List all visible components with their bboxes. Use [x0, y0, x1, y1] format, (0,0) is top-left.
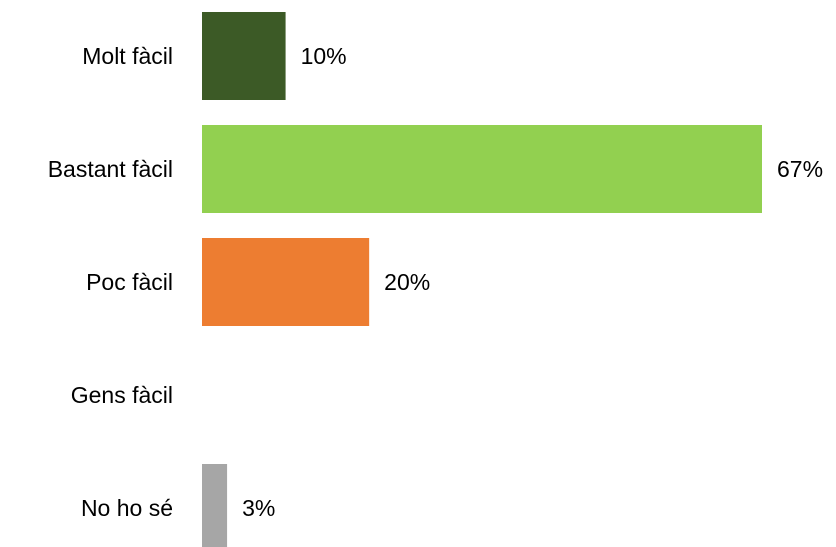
value-label-no-ho-se: 3%: [242, 495, 275, 521]
value-label-molt-facil: 10%: [301, 43, 347, 69]
category-label-poc-facil: Poc fàcil: [86, 269, 173, 295]
category-label-gens-facil: Gens fàcil: [71, 382, 173, 408]
value-label-bastant-facil: 67%: [777, 156, 823, 182]
bar-bastant-facil: [202, 125, 762, 213]
bar-poc-facil: [202, 238, 370, 326]
bar-no-ho-se: [202, 464, 228, 547]
bars-group: [202, 12, 762, 547]
value-labels-group: 10% 67% 20% 3%: [242, 43, 823, 521]
category-label-molt-facil: Molt fàcil: [82, 43, 173, 69]
value-label-poc-facil: 20%: [384, 269, 430, 295]
category-label-no-ho-se: No ho sé: [81, 495, 173, 521]
category-labels-group: Molt fàcil Bastant fàcil Poc fàcil Gens fàc…: [48, 43, 173, 521]
category-label-bastant-facil: Bastant fàcil: [48, 156, 173, 182]
bar-molt-facil: [202, 12, 286, 100]
